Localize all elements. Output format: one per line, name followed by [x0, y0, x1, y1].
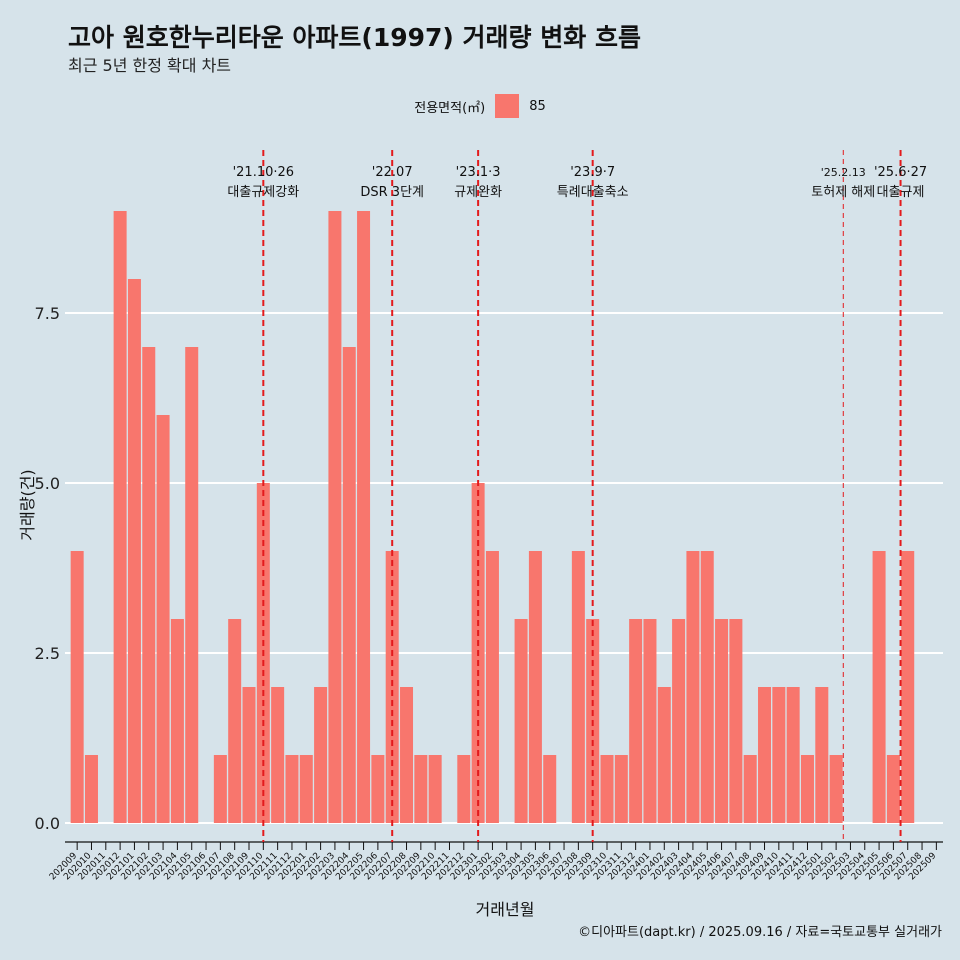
bar-202105	[185, 347, 199, 823]
bar-202203	[328, 211, 342, 823]
bar-202506	[886, 755, 900, 823]
y-tick-label: 5.0	[35, 474, 60, 493]
bar-202407	[729, 619, 743, 823]
event-date-label: '23.1·3	[456, 165, 501, 180]
bar-202507	[901, 551, 915, 823]
bar-202302	[485, 551, 499, 823]
legend-label-85: 85	[529, 98, 546, 114]
bar-202505	[872, 551, 886, 823]
event-name-label: 대출규제강화	[227, 185, 299, 200]
x-axis-title: 거래년월	[476, 900, 535, 919]
bar-202010	[84, 755, 98, 823]
event-name-label: 특례대출축소	[557, 185, 629, 200]
bar-202209	[414, 755, 428, 823]
event-name-label: 규제완화	[454, 185, 502, 200]
bar-202201	[299, 755, 313, 823]
bar-202102	[142, 347, 156, 823]
bar-202210	[428, 755, 442, 823]
bar-202109	[242, 687, 256, 823]
event-name-label: DSR 3단계	[360, 185, 424, 200]
legend-key-85	[495, 94, 520, 118]
chart-subtitle: 최근 5년 한정 확대 차트	[68, 56, 232, 75]
y-tick-label: 0.0	[35, 814, 60, 833]
bar-202009	[70, 551, 84, 823]
bar-202311	[614, 755, 628, 823]
event-date-label: '25.2.13	[821, 166, 866, 179]
bar-202403	[672, 619, 686, 823]
bar-202206	[371, 755, 385, 823]
legend: 전용면적(㎡) 85	[0, 94, 960, 118]
event-date-label: '21.10·26	[233, 165, 294, 180]
bar-202306	[543, 755, 557, 823]
bar-202411	[786, 687, 800, 823]
legend-title: 전용면적(㎡)	[414, 100, 486, 116]
bar-202412	[800, 755, 814, 823]
bar-202305	[528, 551, 542, 823]
bar-202104	[170, 619, 184, 823]
bar-202404	[686, 551, 700, 823]
event-date-label: '22.07	[372, 165, 413, 180]
bar-202111	[271, 687, 285, 823]
bar-202207	[385, 551, 399, 823]
bar-202101	[127, 279, 141, 823]
bar-202112	[285, 755, 299, 823]
bar-202410	[772, 687, 786, 823]
event-date-label: '25.6·27	[874, 165, 927, 180]
bar-202107	[213, 755, 227, 823]
event-name-label: 대출규제	[877, 185, 925, 200]
y-axis-title: 거래량(건)	[18, 469, 37, 540]
bar-202405	[700, 551, 714, 823]
source-caption: ©디아파트(dapt.kr) / 2025.09.16 / 자료=국토교통부 실…	[578, 925, 942, 940]
bar-202012	[113, 211, 127, 823]
bar-202501	[815, 687, 829, 823]
event-name-label: 토허제 해제	[811, 185, 875, 200]
chart-title: 고아 원호한누리타운 아파트(1997) 거래량 변화 흐름	[68, 23, 641, 52]
bar-202408	[743, 755, 757, 823]
bar-202103	[156, 415, 170, 823]
bar-202204	[342, 347, 356, 823]
bar-202401	[643, 619, 657, 823]
bar-202502	[829, 755, 843, 823]
bar-202402	[657, 687, 671, 823]
bar-202212	[457, 755, 471, 823]
bar-202312	[629, 619, 643, 823]
bar-202310	[600, 755, 614, 823]
event-date-label: '23.9·7	[570, 165, 615, 180]
bar-202308	[571, 551, 585, 823]
bar-202205	[357, 211, 371, 823]
bar-202409	[758, 687, 772, 823]
y-tick-label: 7.5	[35, 304, 60, 323]
bar-202304	[514, 619, 528, 823]
bar-202108	[228, 619, 242, 823]
bar-202202	[314, 687, 328, 823]
bar-202406	[715, 619, 729, 823]
bar-202208	[400, 687, 414, 823]
y-tick-label: 2.5	[35, 644, 60, 663]
